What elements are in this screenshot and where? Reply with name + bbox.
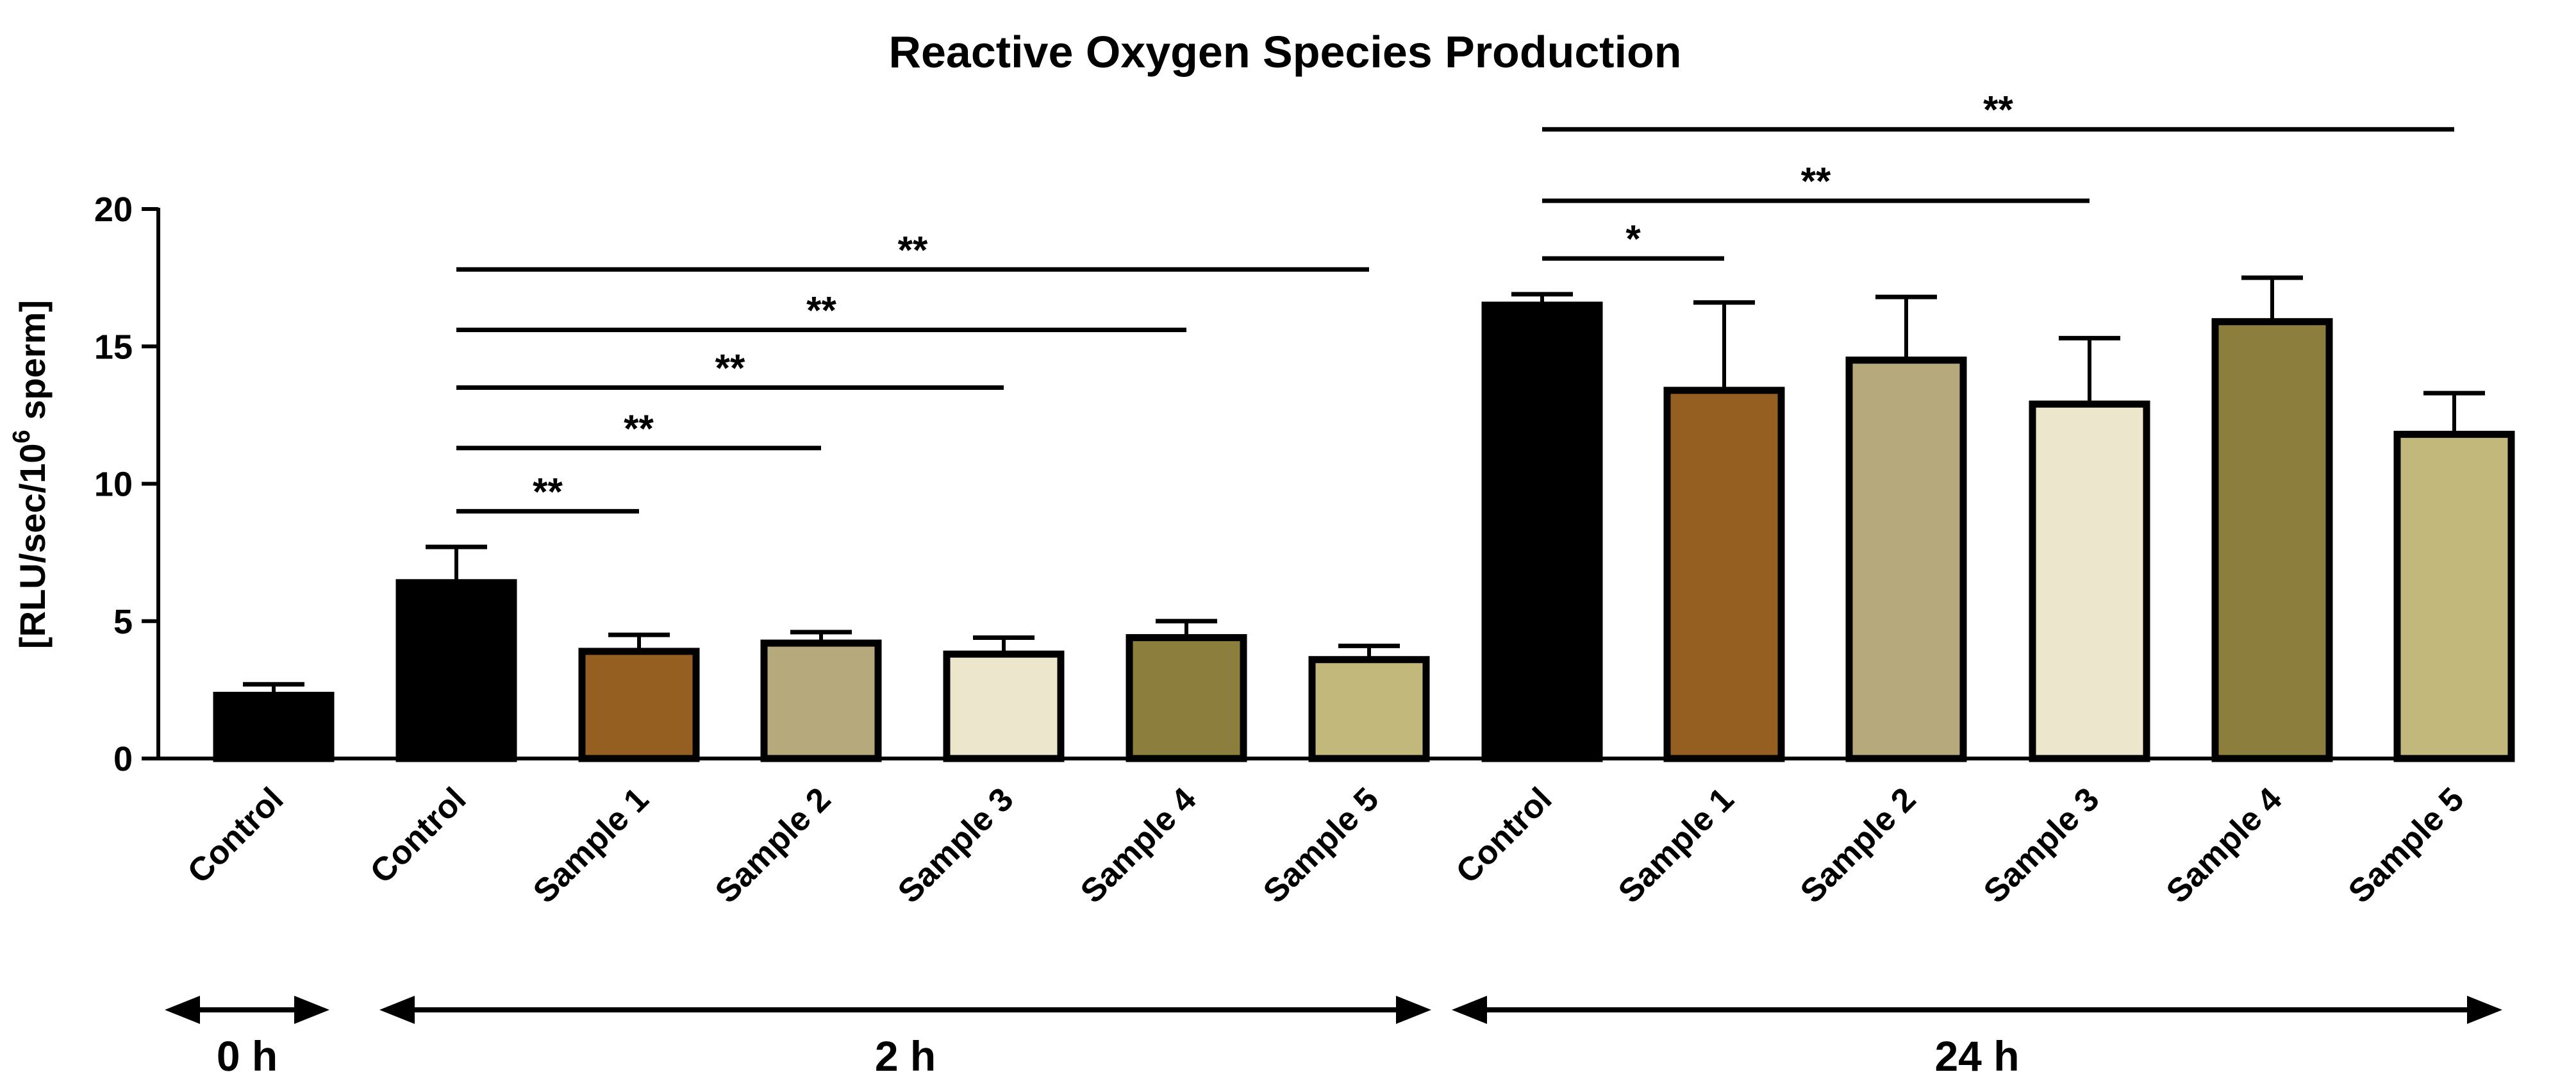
time-group-label-1: 2 h <box>875 1032 936 1080</box>
time-group-label-0: 0 h <box>217 1032 278 1080</box>
y-axis-label-main: [RLU/sec/10 <box>12 443 53 649</box>
significance-label-5: * <box>1625 217 1641 260</box>
y-tick-label: 0 <box>113 740 133 778</box>
x-tick-label-3: Sample 2 <box>708 780 838 910</box>
bar-1 <box>395 579 517 762</box>
chart-title: Reactive Oxygen Species Production <box>888 27 1681 77</box>
significance-label-2: ** <box>715 347 745 390</box>
bar-3 <box>760 639 882 762</box>
y-axis-label: [RLU/sec/106 sperm] <box>8 300 53 649</box>
bar-0 <box>213 691 335 762</box>
bar-12 <box>2393 430 2515 762</box>
bar-4 <box>943 650 1065 762</box>
time-arrow-left-head-1 <box>379 996 415 1024</box>
x-tick-label-7: Control <box>1449 780 1559 891</box>
x-tick-label-2: Sample 1 <box>526 780 656 910</box>
x-tick-labels: Control Control Sample 1 Sample 2 Sample 3 Sa… <box>181 780 2472 910</box>
significance-markers: ********** ***** <box>456 88 2454 514</box>
x-tick-label-5: Sample 4 <box>1074 780 1204 910</box>
bars <box>213 301 2515 762</box>
bar-2 <box>578 648 700 762</box>
y-axis-label-superscript: 6 <box>8 430 35 443</box>
time-arrow-right-head-1 <box>1396 996 1431 1024</box>
bar-7 <box>1481 301 1603 762</box>
bar-11 <box>2211 318 2333 762</box>
bar-6 <box>1308 656 1430 762</box>
x-tick-label-6: Sample 5 <box>1256 780 1386 910</box>
significance-label-1: ** <box>624 407 654 450</box>
y-tick-label: 5 <box>113 603 133 641</box>
time-arrow-right-head-2 <box>2467 996 2502 1024</box>
x-tick-label-8: Sample 1 <box>1611 780 1741 910</box>
time-arrow-right-head-0 <box>294 996 329 1024</box>
x-tick-label-1: Control <box>363 780 474 891</box>
error-bars <box>243 275 2485 696</box>
significance-label-6: ** <box>1801 160 1831 203</box>
bar-8 <box>1663 387 1785 762</box>
y-tick-label: 15 <box>94 328 133 366</box>
significance-label-7: ** <box>1983 88 2013 131</box>
time-group-label-2: 24 h <box>1934 1032 2019 1080</box>
y-tick-label: 20 <box>94 190 133 229</box>
significance-label-3: ** <box>806 289 836 332</box>
bar-9 <box>1845 356 1967 762</box>
bar-5 <box>1126 633 1247 762</box>
time-arrow-left-head-0 <box>165 996 200 1024</box>
time-arrow-left-head-2 <box>1452 996 1487 1024</box>
x-tick-label-10: Sample 3 <box>1977 780 2106 910</box>
significance-label-4: ** <box>898 228 928 271</box>
x-tick-label-4: Sample 3 <box>891 780 1020 910</box>
y-tick-label: 10 <box>94 465 133 504</box>
time-groups: 0 h 2 h 24 h <box>165 996 2502 1080</box>
x-tick-label-11: Sample 4 <box>2159 780 2289 910</box>
significance-label-0: ** <box>533 470 563 513</box>
x-tick-label-9: Sample 2 <box>1793 780 1923 910</box>
bar-10 <box>2029 400 2150 762</box>
x-tick-label-12: Sample 5 <box>2341 780 2471 910</box>
x-tick-label-0: Control <box>181 780 291 891</box>
y-axis-label-tail: sperm] <box>12 300 53 430</box>
